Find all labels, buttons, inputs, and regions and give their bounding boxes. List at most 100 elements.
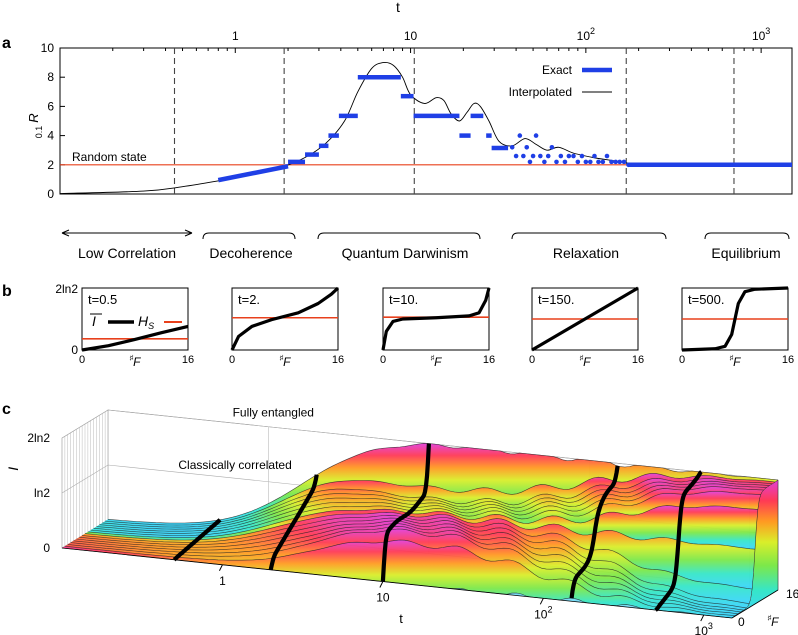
exact-point-0: [509, 144, 515, 150]
x-label: ♯F: [580, 355, 592, 369]
exact-point-27: [617, 159, 623, 165]
f-axis-title: ♯F: [768, 615, 780, 629]
exact-point-17: [575, 159, 581, 165]
surface-strip: [96, 481, 770, 532]
subplot-time-label: t=0.5: [88, 292, 117, 307]
exact-point-12: [554, 159, 559, 165]
x-min-label: 0: [679, 354, 685, 366]
panel-a-label: a: [2, 35, 11, 52]
panel-c: c 0 ln2 2ln2 I 1 10 102 103 t 0 16 ♯F Fully entangle…: [2, 401, 798, 635]
exact-point-4: [524, 144, 530, 150]
highlight-slice-t-150: [569, 465, 620, 599]
exact-point-7: [533, 133, 539, 138]
x-min-label: 0: [79, 354, 85, 366]
x-tick-label: 10: [376, 591, 390, 605]
phase-row: Low Correlation Decoherence Quantum Darw…: [61, 229, 790, 261]
surface-strip: [93, 483, 767, 534]
surface-strip: [85, 505, 758, 550]
panel-a-top-axis-title: t: [396, 0, 400, 15]
z-tick-label: 2ln2: [27, 431, 50, 445]
surface-strip: [90, 486, 764, 536]
x-tick: [218, 564, 223, 571]
surface-strip: [87, 491, 761, 538]
exact-point-11: [549, 144, 555, 150]
x-label: ♯F: [130, 355, 142, 369]
legend-interpolated-label: Interpolated: [509, 85, 572, 99]
exact-point-6: [530, 153, 536, 159]
exact-point-3: [521, 153, 526, 159]
subplot-time-label: t=2.: [238, 292, 260, 307]
x-tick-label-1000: 103: [752, 26, 770, 43]
x-min-label: 0: [229, 354, 235, 366]
mutual-information-curve: [681, 286, 789, 352]
subplot-1: t=2. 0 16 ♯F: [229, 286, 344, 369]
mutual-information-curve: [381, 287, 491, 351]
panel-c-label: c: [2, 401, 11, 418]
subplot-time-label: t=500.: [688, 292, 725, 307]
exact-point-5: [527, 159, 533, 165]
interpolated-line: [59, 62, 792, 195]
annotation-classically-correlated: Classically correlated: [178, 458, 291, 472]
x-label: ♯F: [280, 355, 292, 369]
exact-point-9: [542, 159, 547, 165]
x-tick: [539, 598, 544, 605]
exact-point-28: [621, 159, 627, 165]
x-max-label: 16: [782, 354, 794, 366]
x-max-label: 16: [632, 354, 644, 366]
exact-point-23: [600, 159, 606, 165]
subplot-4: t=500. 0 16 ♯F: [679, 286, 794, 369]
subplot-2: t=10. 0 16 ♯F: [380, 287, 495, 369]
phase-decoherence: Decoherence: [202, 232, 296, 261]
highlight-slice-t-500: [654, 470, 703, 612]
exact-point-1: [513, 153, 519, 159]
exact-point-25: [609, 159, 614, 165]
phase-quantum-darwinism: Quantum Darwinism: [317, 232, 481, 261]
exact-point-8: [538, 153, 543, 159]
surface-strip: [82, 512, 756, 589]
x-tick-label-100: 102: [577, 26, 595, 43]
surface-strip: [79, 515, 753, 604]
y-tick-label-0: 0: [47, 187, 54, 201]
x-tick-label: 1: [219, 574, 226, 588]
y-tick-label-8: 8: [47, 70, 54, 84]
x-axis-line: [61, 547, 733, 619]
subplot-3: t=150. 0 16 ♯F: [529, 286, 644, 369]
mutual-information-curve: [531, 286, 639, 352]
x-tick: [379, 581, 384, 588]
panel-a-legend: Exact Interpolated: [509, 63, 612, 99]
phase-label-equilibrium: Equilibrium: [711, 245, 780, 261]
phase-label-relaxation: Relaxation: [553, 245, 619, 261]
panel-b-legend: I HS: [90, 313, 182, 331]
exact-point-16: [571, 153, 576, 159]
exact-point-19: [583, 159, 589, 165]
exact-point-20: [587, 159, 593, 165]
legend-exact-label: Exact: [542, 63, 573, 77]
annotation-fully-entangled: Fully entangled: [233, 406, 314, 420]
highlight-slice-t-0.5: [172, 518, 222, 562]
x-label: ♯F: [431, 355, 443, 369]
x-tick-label: 102: [534, 604, 552, 621]
exact-point-14: [562, 159, 568, 165]
phase-label-quantum-darwinism: Quantum Darwinism: [342, 245, 469, 261]
panel-a-ticks: 0 2 4 6 8 10 1 10 102 103: [41, 26, 771, 201]
exact-point-15: [566, 153, 572, 159]
y-tick-label-4: 4: [47, 129, 54, 143]
panel-a-ylabel: R 0.1: [26, 113, 44, 138]
mutual-information-curve: [230, 286, 340, 351]
x-tick: [700, 614, 705, 622]
phase-low-correlation: Low Correlation: [61, 229, 193, 261]
z-tick-label: ln2: [34, 486, 50, 500]
x-max-label: 16: [182, 354, 194, 366]
panel-a-frame: [59, 47, 793, 195]
x-max-label: 16: [332, 354, 344, 366]
exact-point-26: [613, 159, 618, 165]
x-min-label: 0: [380, 354, 386, 366]
subplot-time-label: t=150.: [538, 292, 575, 307]
panel-b-label: b: [2, 283, 12, 300]
subplot-time-label: t=10.: [389, 292, 418, 307]
highlight-slice-t-2: [268, 474, 319, 571]
panel-a-phase-boundaries: [173, 48, 735, 194]
